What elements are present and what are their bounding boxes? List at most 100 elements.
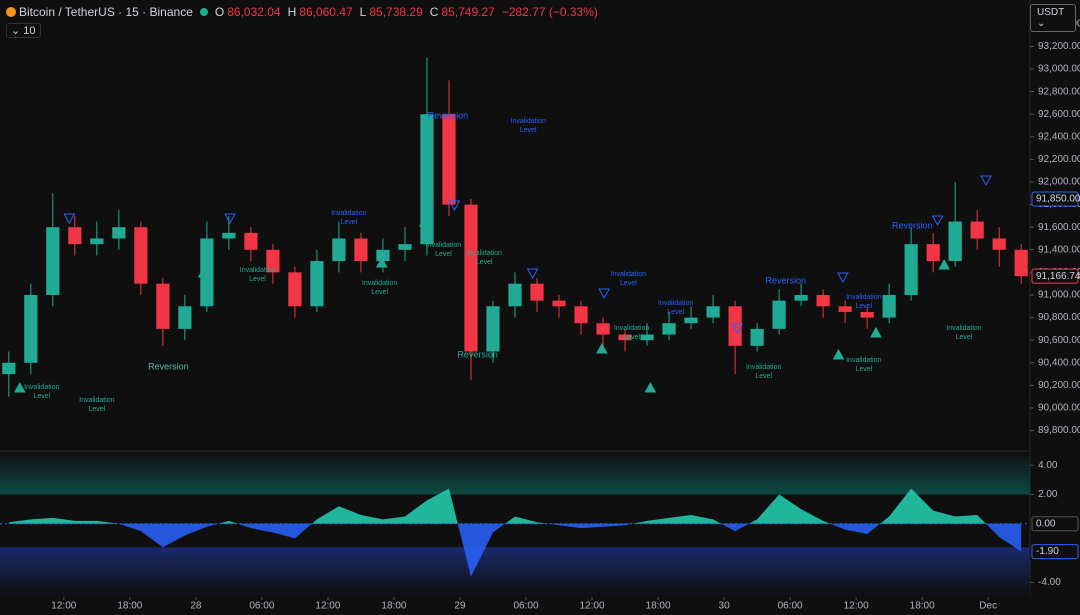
annotation: Level [33,393,50,400]
y-tick-label: 91,000.00 [1038,290,1080,301]
annotation: Invalidation [24,384,60,391]
x-tick-label: 12:00 [51,601,76,612]
indicator-toggle[interactable]: ⌄ 10 [6,23,41,38]
candle-body [244,232,258,250]
signal-up [870,326,882,338]
candle-body [420,114,434,245]
candle-body [772,300,786,329]
annotation: Reversion [428,110,469,120]
signal-down [526,268,539,279]
annotation: Level [755,373,772,380]
candle-body [464,204,478,352]
annotation: Level [667,309,684,316]
candle-body [662,323,676,335]
lower-band [0,547,1030,597]
candle-body [178,306,192,329]
candle-body [24,294,38,363]
price-tag-label: 91,166.74 [1036,271,1080,282]
candle-body [904,244,918,295]
signal-up [418,215,431,227]
candle-body [948,221,962,262]
y-tick-label: 93,000.00 [1038,64,1080,75]
y-tick-label: 90,800.00 [1038,312,1080,323]
status-dot [199,8,208,16]
upper-band [0,452,1030,495]
coin-icon [6,7,16,17]
annotation: Level [855,303,872,310]
candle-body [926,244,940,262]
annotation: Invalidation [614,325,650,332]
annotation: Reversion [892,220,933,230]
ohlc-label: L [359,5,367,19]
symbol[interactable]: Bitcoin / TetherUS · 15 · Binance [19,5,193,19]
candle-body [46,227,60,295]
candle-body [794,294,808,301]
signal-down [731,323,744,335]
ohlc-label: C [429,5,439,19]
signal-up [13,381,26,393]
candle-body [310,261,324,307]
signal-up [938,259,951,270]
price-tag [1031,516,1079,532]
x-tick-label: 12:00 [315,601,340,612]
candle-body [530,283,544,301]
candle-body [398,244,412,250]
candle-body [816,294,830,307]
candle-body [222,232,236,239]
candle-body [728,306,742,346]
x-tick-label: 18:00 [381,601,406,612]
annotation: Level [340,219,357,226]
y-tick-label: 91,600.00 [1038,222,1080,233]
annotation: Invalidation [466,250,502,257]
signal-down [224,213,236,225]
annotation: Level [956,334,973,341]
y-tick-label: 92,400.00 [1038,131,1080,142]
candle-body [618,334,632,341]
y-tick-label: 90,000.00 [1038,403,1080,414]
signal-up [644,381,657,393]
x-tick-label: 12:00 [844,601,869,612]
y-tick-label: 2.00 [1038,489,1058,500]
indicator-count: 10 [23,25,36,37]
annotation: Level [476,259,493,266]
candle-body [552,300,566,307]
annotation: Invalidation [658,300,694,307]
candle-body [596,323,610,335]
y-tick-label: 91,400.00 [1038,244,1080,255]
ohlc-value: 86,060.47 [299,5,353,19]
candle-body [156,283,170,329]
annotation: Invalidation [426,242,462,249]
currency: USDT [1037,7,1065,18]
price-tag [1031,191,1079,207]
price-tag [1031,268,1079,284]
header: Bitcoin / TetherUS · 15 · Binance O 86,03… [6,5,602,19]
x-tick-label: 06:00 [249,601,274,612]
candle-body [706,306,720,318]
candle-body [354,238,368,262]
y-tick-label: 90,200.00 [1038,380,1080,391]
candle-body [200,238,214,307]
candle-body [376,249,390,262]
annotation: Reversion [148,361,189,371]
annotation: Reversion [457,349,498,359]
annotation: Invalidation [331,210,367,217]
signal-up [596,342,608,354]
annotation: Invalidation [611,271,647,278]
annotation: Invalidation [362,280,398,287]
x-tick-label: 18:00 [117,601,142,612]
x-tick-label: 30 [719,601,731,612]
signal-up [375,256,388,268]
signal-down [598,288,610,299]
annotation: Level [249,276,266,283]
oscillator-area [8,488,1022,577]
annotation: Level [435,251,452,258]
price-tag-label: -1.90 [1036,546,1059,557]
price-tag [1031,544,1079,560]
annotation: Level [371,289,388,296]
currency-select[interactable]: USDT ⌄ [1030,4,1076,32]
candle-body [90,238,104,245]
y-tick-label: 90,400.00 [1038,357,1080,368]
candle-body [332,238,346,262]
